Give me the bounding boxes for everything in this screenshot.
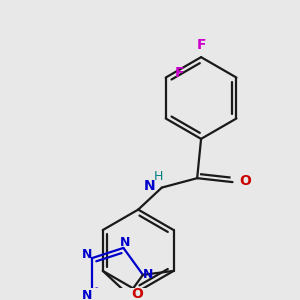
Text: F: F xyxy=(175,66,184,80)
Text: N: N xyxy=(143,268,154,281)
Text: F: F xyxy=(196,38,206,52)
Text: H: H xyxy=(154,170,163,183)
Text: N: N xyxy=(143,179,155,193)
Text: N: N xyxy=(120,236,130,249)
Text: N: N xyxy=(82,248,92,261)
Text: O: O xyxy=(239,173,251,188)
Text: N: N xyxy=(82,289,92,300)
Text: O: O xyxy=(131,287,143,300)
